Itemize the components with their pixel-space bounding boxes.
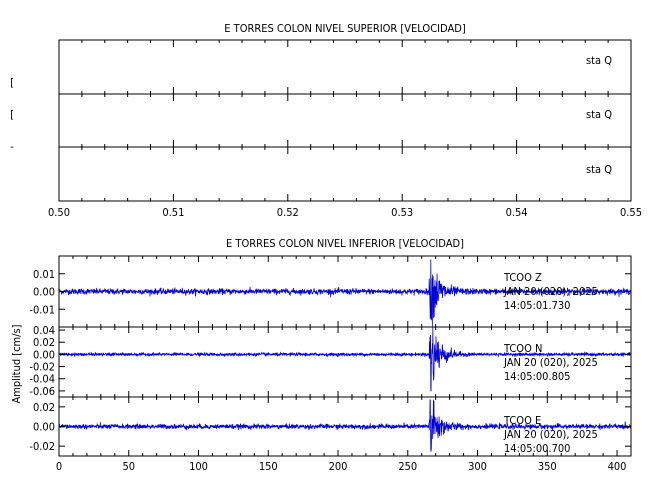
x-tick-label: 0.53 — [391, 206, 413, 219]
waveform-trace — [58, 259, 632, 328]
x-tick-label: 400 — [608, 460, 627, 473]
date-label: JAN 20 (020), 2025 — [503, 285, 598, 298]
y-tick-label: -0.02 — [29, 361, 55, 374]
top-x-axis: 0.50 0.51 0.52 0.53 0.54 0.55 — [48, 40, 642, 219]
trace-annotations: TCOO Z JAN 20 (020), 2025 14:05:01.730 T… — [503, 271, 598, 455]
y-tick-label: 0.04 — [33, 324, 55, 337]
top-ylabel-fragments: [ [ - — [10, 76, 14, 153]
x-tick-label: 50 — [122, 460, 135, 473]
y-axes-layer: 0.010.00-0.010.040.020.00-0.02-0.04-0.06… — [29, 268, 631, 453]
x-tick-label: 250 — [398, 460, 417, 473]
y-tick-label: -0.06 — [29, 385, 55, 398]
station-label: TCOO N — [503, 342, 542, 355]
time-label: 14:05:01.730 — [504, 299, 570, 312]
top-chart-title: E TORRES COLON NIVEL SUPERIOR [VELOCIDAD… — [224, 22, 466, 35]
time-label: 14:05:00.805 — [504, 370, 570, 383]
x-tick-label: 100 — [189, 460, 208, 473]
y-tick-label: 0.02 — [33, 401, 55, 414]
bottom-chart-title: E TORRES COLON NIVEL INFERIOR [VELOCIDAD… — [226, 237, 464, 250]
date-label: JAN 20 (020), 2025 — [503, 428, 598, 441]
x-tick-label: 0.50 — [48, 206, 70, 219]
top-panel-label: sta Q — [586, 108, 612, 121]
x-tick-label: 0.51 — [162, 206, 184, 219]
y-axis-label: Amplitud [cm/s] — [10, 324, 23, 403]
x-tick-label: 0 — [56, 460, 62, 473]
waveform-trace — [58, 399, 632, 452]
y-tick-label: 0.00 — [33, 286, 55, 299]
x-tick-label: 0.55 — [620, 206, 642, 219]
top-plot-frame — [58, 39, 632, 202]
y-tick-label: -0.02 — [29, 440, 55, 453]
y-tick-label: -0.04 — [29, 373, 55, 386]
top-panel-label: sta Q — [586, 163, 612, 176]
y-tick-label: 0.01 — [33, 268, 55, 281]
time-label: 14:05:00.700 — [504, 442, 570, 455]
y-tick-label: -0.01 — [29, 303, 55, 316]
top-plot-area: sta Q sta Q sta Q — [58, 39, 632, 202]
waveform-trace — [58, 326, 632, 392]
station-label: TCOO Z — [503, 271, 542, 284]
bottom-plot-frame — [58, 255, 632, 457]
bottom-plot-area: 0.010.00-0.010.040.020.00-0.02-0.04-0.06… — [29, 255, 632, 457]
date-label: JAN 20 (020), 2025 — [503, 356, 598, 369]
top-ylabel-fragment: [ — [10, 108, 14, 121]
x-tick-label: 0.54 — [506, 206, 528, 219]
bottom-x-axis: 0 50 100 150 200 250 300 350 400 — [56, 256, 632, 473]
top-panel-label: sta Q — [586, 54, 612, 67]
x-tick-label: 200 — [329, 460, 348, 473]
station-label: TCOO E — [503, 414, 541, 427]
x-tick-label: 300 — [468, 460, 487, 473]
y-tick-label: 0.00 — [33, 421, 55, 434]
top-ylabel-fragment: - — [10, 140, 14, 153]
x-tick-label: 150 — [259, 460, 278, 473]
x-tick-label: 0.52 — [277, 206, 299, 219]
y-tick-label: 0.02 — [33, 336, 55, 349]
top-ylabel-fragment: [ — [10, 76, 14, 89]
x-tick-label: 350 — [538, 460, 557, 473]
traces-layer — [58, 259, 632, 452]
y-tick-label: 0.00 — [33, 348, 55, 361]
